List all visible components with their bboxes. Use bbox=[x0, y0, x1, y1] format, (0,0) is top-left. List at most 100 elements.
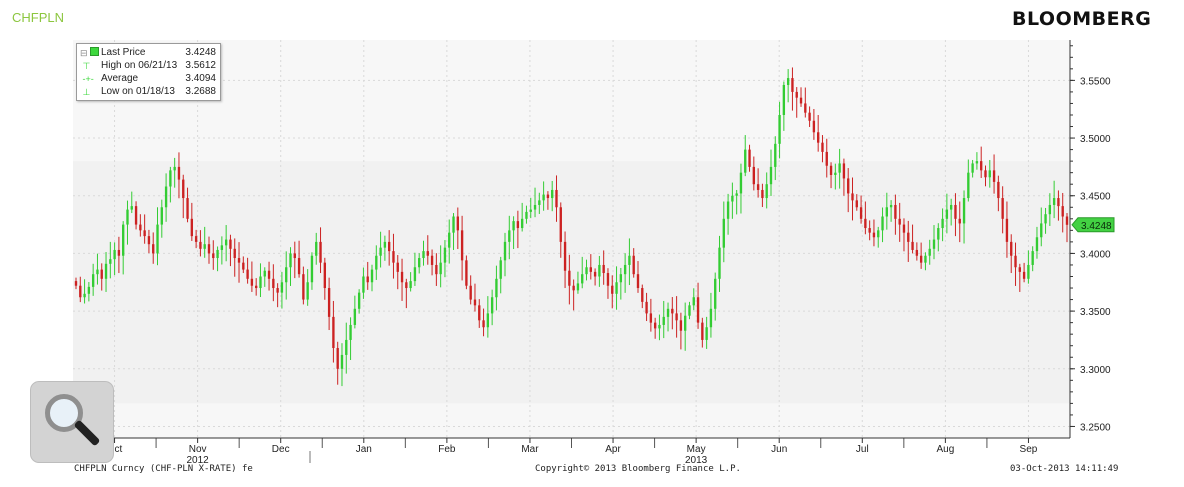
y-tick-label: 3.2500 bbox=[1080, 422, 1111, 433]
candle-up bbox=[409, 281, 412, 289]
candle-down bbox=[756, 184, 760, 190]
candle-down bbox=[855, 200, 858, 208]
candle-down bbox=[117, 249, 121, 256]
average-marker-icon: -+- bbox=[82, 74, 94, 84]
x-tick-label: Aug bbox=[936, 444, 954, 455]
candle-up bbox=[538, 200, 541, 205]
candle-down bbox=[276, 288, 279, 293]
candle-down bbox=[649, 313, 653, 323]
candle-up bbox=[353, 308, 357, 325]
candle-down bbox=[237, 258, 241, 263]
ticker-symbol: CHFPLN bbox=[12, 10, 65, 25]
candle-down bbox=[795, 91, 798, 98]
candle-up bbox=[512, 221, 515, 231]
candle-down bbox=[435, 264, 438, 275]
candle-up bbox=[735, 193, 738, 196]
candle-down bbox=[611, 285, 614, 294]
candle-up bbox=[169, 170, 172, 187]
x-tick-label: Oct bbox=[107, 444, 123, 455]
candle-up bbox=[289, 253, 292, 268]
candle-down bbox=[147, 236, 151, 245]
candle-up bbox=[306, 282, 309, 300]
candle-up bbox=[576, 283, 580, 291]
candle-down bbox=[255, 285, 258, 289]
candle-down bbox=[1010, 241, 1013, 256]
candle-down bbox=[1065, 216, 1069, 225]
candle-down bbox=[465, 260, 468, 286]
candle-up bbox=[383, 241, 387, 248]
candle-up bbox=[619, 274, 623, 283]
chart-axes: 3.5500 3.5000 3.4500 3.4000 3.3500 3.3000 3.25… bbox=[73, 40, 1115, 466]
candle-up bbox=[688, 305, 691, 316]
candle-up bbox=[87, 286, 91, 294]
candle-up bbox=[932, 239, 936, 249]
candle-up bbox=[662, 316, 665, 325]
candle-up bbox=[203, 244, 206, 249]
candle-up bbox=[452, 216, 455, 233]
candle-down bbox=[679, 320, 683, 331]
candle-up bbox=[709, 308, 713, 328]
candle-up bbox=[418, 258, 421, 268]
candle-up bbox=[1052, 198, 1056, 205]
candle-up bbox=[280, 282, 284, 293]
candle-up bbox=[988, 170, 991, 178]
candle-up bbox=[744, 149, 747, 173]
candle-down bbox=[1018, 267, 1021, 272]
candle-up bbox=[533, 204, 537, 210]
candle-down bbox=[919, 255, 923, 263]
candle-up bbox=[962, 198, 966, 224]
candle-down bbox=[992, 170, 996, 182]
candle-up bbox=[739, 172, 743, 194]
candle-down bbox=[808, 112, 811, 121]
candle-down bbox=[555, 189, 558, 208]
candle-down bbox=[134, 206, 138, 225]
candle-down bbox=[1057, 198, 1060, 207]
candle-down bbox=[1014, 255, 1017, 268]
candle-up bbox=[731, 195, 734, 202]
candle-down bbox=[645, 301, 648, 314]
candle-up bbox=[96, 269, 99, 275]
candle-down bbox=[568, 270, 571, 286]
low-marker-icon: ⊥ bbox=[82, 87, 91, 97]
candle-down bbox=[546, 194, 550, 199]
legend-label: High on 06/21/13 bbox=[101, 60, 178, 71]
candle-up bbox=[413, 267, 417, 282]
candle-down bbox=[426, 251, 429, 256]
candle-up bbox=[220, 245, 224, 250]
candle-up bbox=[718, 247, 721, 279]
candle-down bbox=[864, 218, 867, 229]
candle-up bbox=[495, 278, 498, 298]
candle-up bbox=[508, 230, 511, 242]
candle-down bbox=[868, 228, 871, 233]
candle-up bbox=[224, 239, 228, 246]
candle-up bbox=[623, 264, 627, 275]
candle-down bbox=[748, 149, 751, 167]
zoom-button[interactable] bbox=[30, 381, 114, 463]
candle-up bbox=[551, 189, 554, 199]
x-year-label: 2013 bbox=[685, 455, 708, 466]
candle-down bbox=[701, 322, 704, 340]
candle-up bbox=[705, 327, 708, 340]
candle-down bbox=[752, 166, 756, 185]
candle-down bbox=[242, 262, 245, 270]
candle-up bbox=[928, 248, 931, 256]
candle-up bbox=[443, 247, 447, 263]
candle-down bbox=[829, 165, 833, 175]
candle-down bbox=[396, 262, 399, 272]
candle-down bbox=[323, 262, 327, 289]
candle-up bbox=[126, 209, 129, 225]
candle-down bbox=[327, 288, 331, 317]
candle-up bbox=[924, 255, 927, 263]
legend-label: Average bbox=[101, 73, 139, 84]
candle-up bbox=[937, 228, 940, 240]
candle-up bbox=[525, 211, 528, 219]
footer-copyright: Copyright© 2013 Bloomberg Finance L.P. bbox=[535, 464, 741, 474]
candle-down bbox=[302, 274, 305, 300]
candle-down bbox=[799, 97, 803, 104]
candle-up bbox=[310, 255, 314, 283]
candle-down bbox=[859, 207, 863, 219]
candle-up bbox=[340, 354, 344, 369]
candle-down bbox=[392, 251, 395, 263]
candle-down bbox=[1061, 206, 1064, 217]
candle-down bbox=[469, 285, 472, 300]
